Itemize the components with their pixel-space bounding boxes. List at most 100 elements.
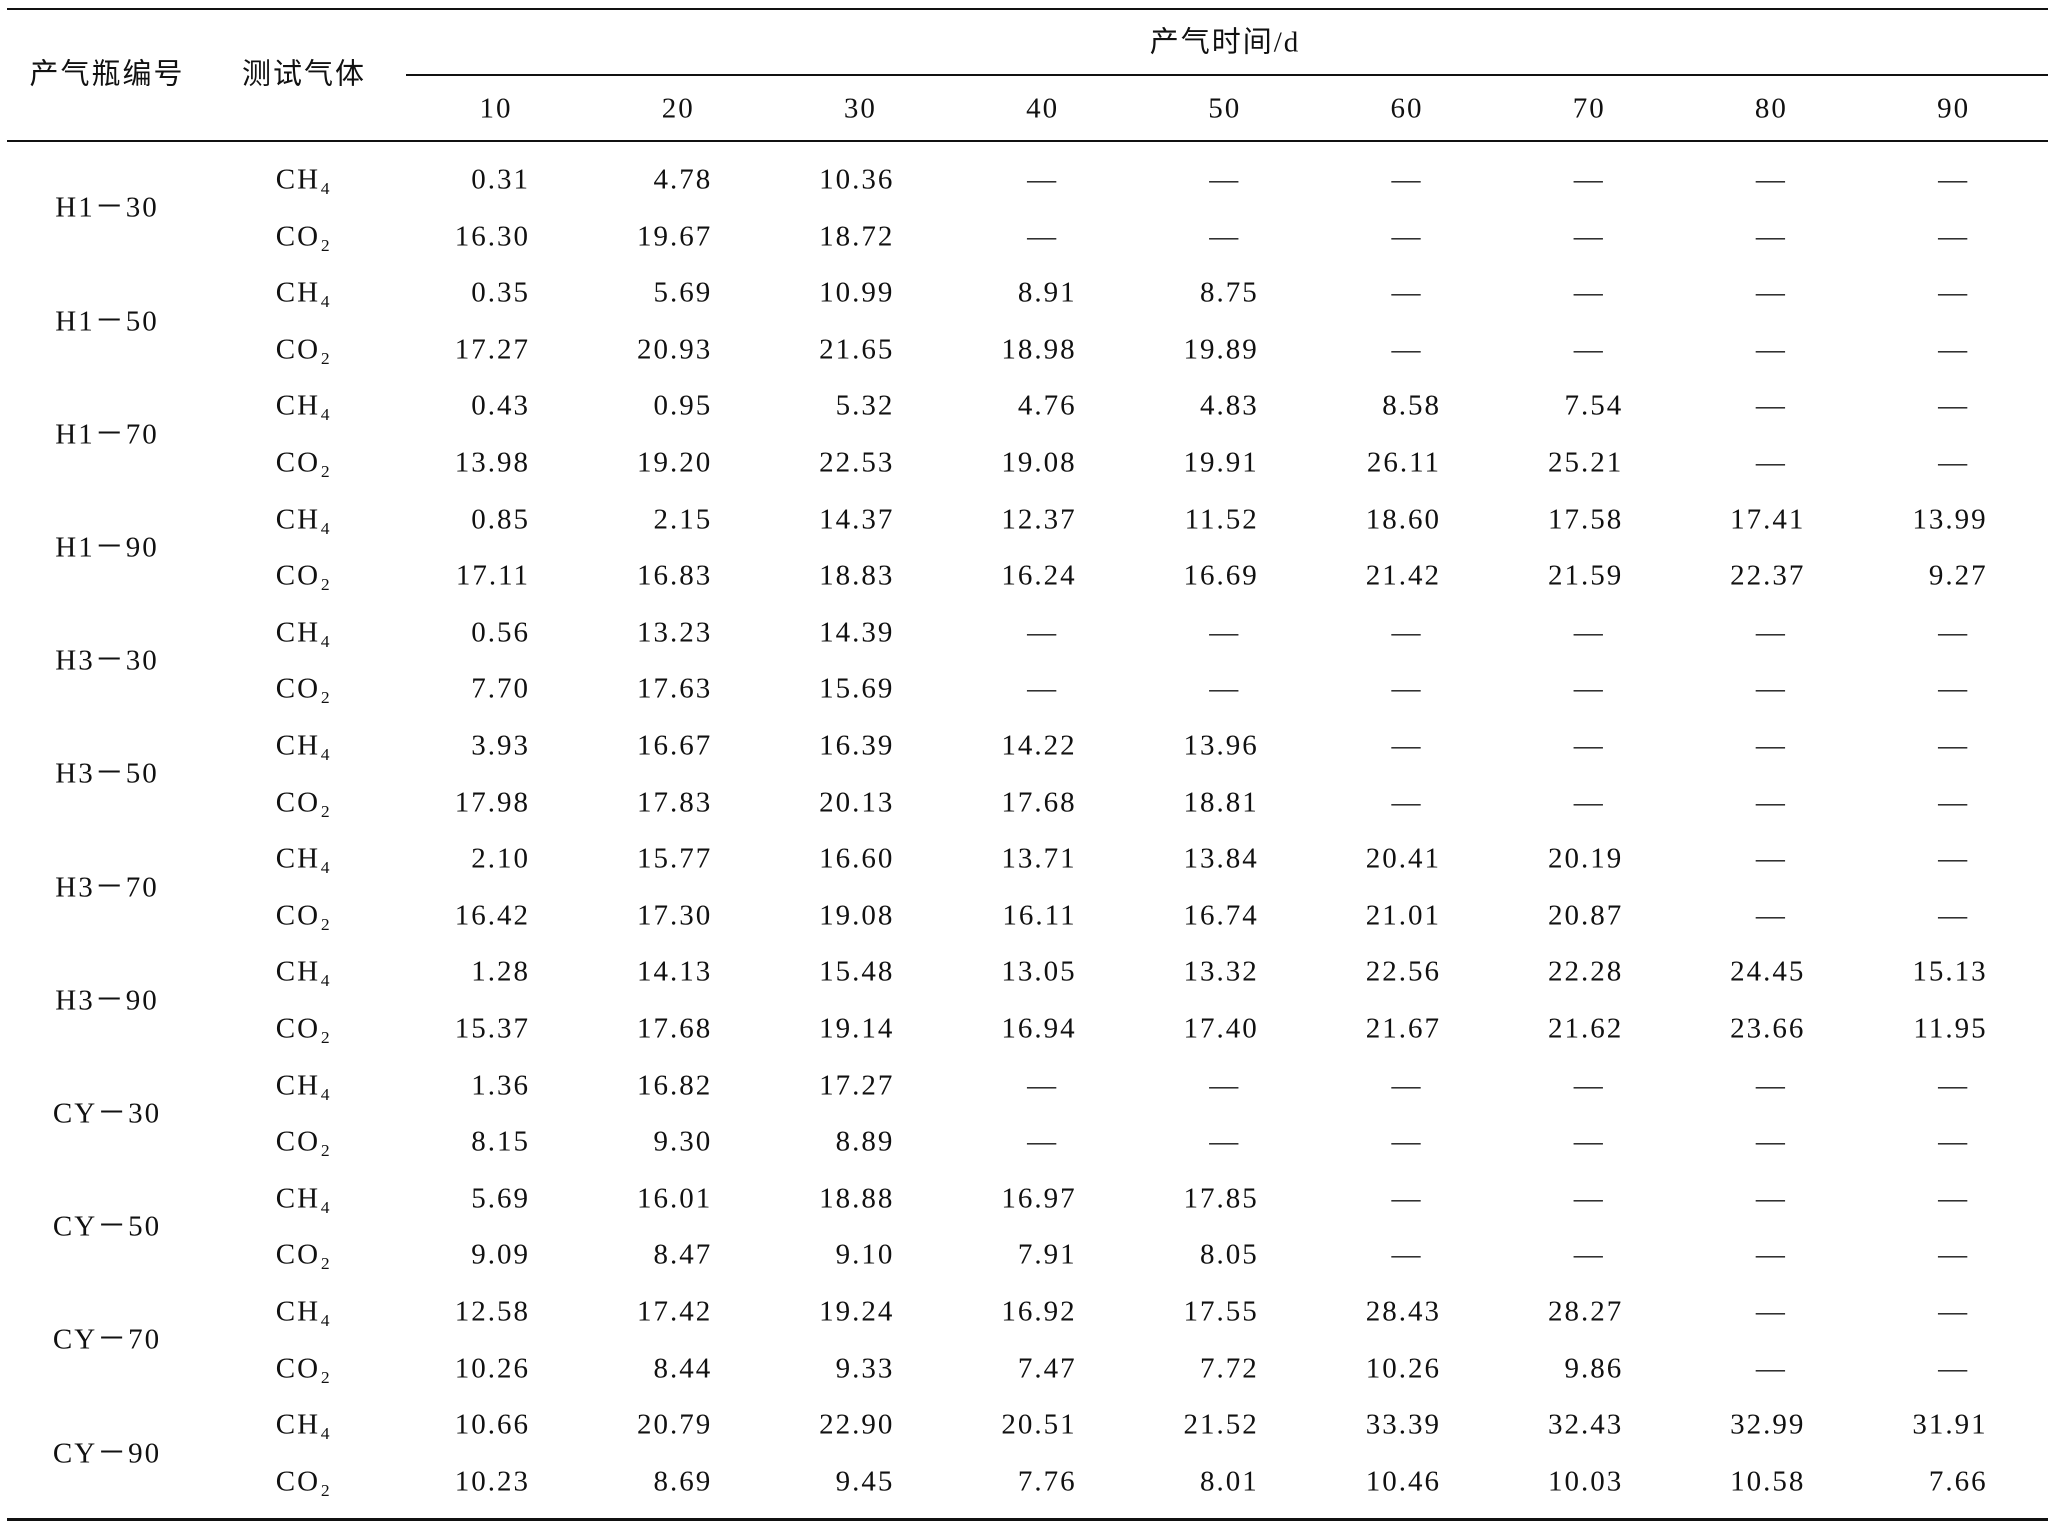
value-cell: 7.47 [1017, 1352, 1077, 1385]
value-cell: 8.75 [1200, 276, 1259, 309]
day-header: 30 [843, 92, 877, 125]
day-header: 20 [661, 92, 695, 125]
value-cell: 18.60 [1365, 503, 1441, 536]
bottle-label: H3－70 [55, 871, 159, 903]
empty-cell: — [1209, 1069, 1241, 1102]
empty-cell: — [1938, 1238, 1970, 1271]
empty-cell: — [1755, 1125, 1787, 1158]
gas-label: CO₂ [275, 899, 333, 932]
value-cell: 16.92 [1001, 1295, 1077, 1328]
empty-cell: — [1938, 276, 1970, 309]
value-cell: 28.43 [1365, 1295, 1441, 1328]
top-rule [7, 8, 2048, 10]
empty-cell: — [1755, 1069, 1787, 1102]
empty-cell: — [1938, 220, 1970, 253]
empty-cell: — [1391, 616, 1423, 649]
bottle-label: H1－30 [55, 191, 159, 224]
empty-cell: — [1755, 276, 1787, 309]
empty-cell: — [1938, 842, 1970, 875]
value-cell: 19.89 [1183, 333, 1259, 366]
value-cell: 17.27 [454, 333, 530, 366]
empty-cell: — [1209, 616, 1241, 649]
value-cell: 0.56 [471, 616, 530, 649]
value-cell: 25.21 [1547, 446, 1624, 479]
value-cell: 12.37 [1001, 503, 1077, 536]
value-cell: 9.09 [471, 1238, 530, 1271]
value-cell: 20.79 [636, 1408, 713, 1441]
empty-cell: — [1027, 616, 1059, 649]
empty-cell: — [1938, 446, 1970, 479]
gas-label: CO₂ [275, 220, 333, 253]
value-cell: 13.96 [1183, 729, 1259, 762]
value-cell: 11.52 [1184, 503, 1259, 536]
value-cell: 19.91 [1183, 446, 1259, 479]
gas-label: CH₄ [275, 163, 333, 196]
empty-cell: — [1027, 1125, 1059, 1158]
empty-cell: — [1938, 1295, 1970, 1328]
value-cell: 19.24 [819, 1295, 895, 1328]
value-cell: 16.83 [636, 559, 713, 592]
value-cell: 4.83 [1200, 389, 1259, 422]
value-cell: 21.67 [1365, 1012, 1441, 1045]
empty-cell: — [1938, 1069, 1970, 1102]
value-cell: 12.58 [454, 1295, 530, 1328]
empty-cell: — [1209, 1125, 1241, 1158]
value-cell: 0.31 [471, 163, 530, 196]
bottom-rule [7, 1518, 2048, 1521]
empty-cell: — [1209, 220, 1241, 253]
value-cell: 22.56 [1365, 955, 1441, 988]
bottle-label: H3－90 [55, 984, 159, 1017]
value-cell: 9.33 [835, 1352, 895, 1385]
empty-cell: — [1573, 1069, 1605, 1102]
empty-cell: — [1938, 616, 1970, 649]
empty-cell: — [1391, 672, 1423, 705]
value-cell: 14.39 [819, 616, 895, 649]
value-cell: 17.63 [636, 672, 713, 705]
bottle-label: H3－50 [55, 757, 159, 790]
value-cell: 10.23 [454, 1465, 530, 1498]
value-cell: 10.46 [1365, 1465, 1441, 1498]
empty-cell: — [1938, 672, 1970, 705]
value-cell: 8.05 [1200, 1238, 1259, 1271]
bottle-label: H1－90 [55, 531, 159, 564]
value-cell: 10.36 [819, 163, 895, 196]
value-cell: 5.32 [835, 389, 895, 422]
value-cell: 16.24 [1001, 559, 1077, 592]
gas-label: CO₂ [275, 1238, 333, 1271]
empty-cell: — [1391, 1238, 1423, 1271]
value-cell: 16.42 [454, 899, 530, 932]
empty-cell: — [1755, 899, 1787, 932]
value-cell: 33.39 [1365, 1408, 1441, 1441]
value-cell: 10.26 [1365, 1352, 1441, 1385]
empty-cell: — [1755, 729, 1787, 762]
value-cell: 7.66 [1928, 1465, 1988, 1498]
value-cell: 1.28 [471, 955, 530, 988]
empty-cell: — [1573, 786, 1605, 819]
value-cell: 8.58 [1382, 389, 1441, 422]
value-cell: 7.70 [471, 672, 530, 705]
value-cell: 10.58 [1730, 1465, 1806, 1498]
value-cell: 16.01 [636, 1182, 713, 1215]
value-cell: 7.76 [1017, 1465, 1077, 1498]
empty-cell: — [1391, 1069, 1423, 1102]
empty-cell: — [1938, 899, 1970, 932]
value-cell: 18.72 [819, 220, 895, 253]
value-cell: 20.13 [819, 786, 895, 819]
gas-label: CH₄ [275, 1182, 333, 1215]
value-cell: 9.10 [835, 1238, 895, 1271]
value-cell: 16.67 [636, 729, 713, 762]
bottle-label: CY－30 [52, 1097, 162, 1130]
value-cell: 21.65 [819, 333, 895, 366]
empty-cell: — [1391, 333, 1423, 366]
empty-cell: — [1938, 786, 1970, 819]
day-header: 90 [1937, 92, 1971, 125]
value-cell: 13.98 [454, 446, 530, 479]
empty-cell: — [1573, 616, 1605, 649]
value-cell: 28.27 [1547, 1295, 1624, 1328]
empty-cell: — [1755, 1295, 1787, 1328]
empty-cell: — [1755, 616, 1787, 649]
header-gas: 测试气体 [241, 58, 367, 91]
value-cell: 10.66 [454, 1408, 530, 1441]
gas-label: CH₄ [275, 276, 333, 309]
value-cell: 8.89 [835, 1125, 895, 1158]
